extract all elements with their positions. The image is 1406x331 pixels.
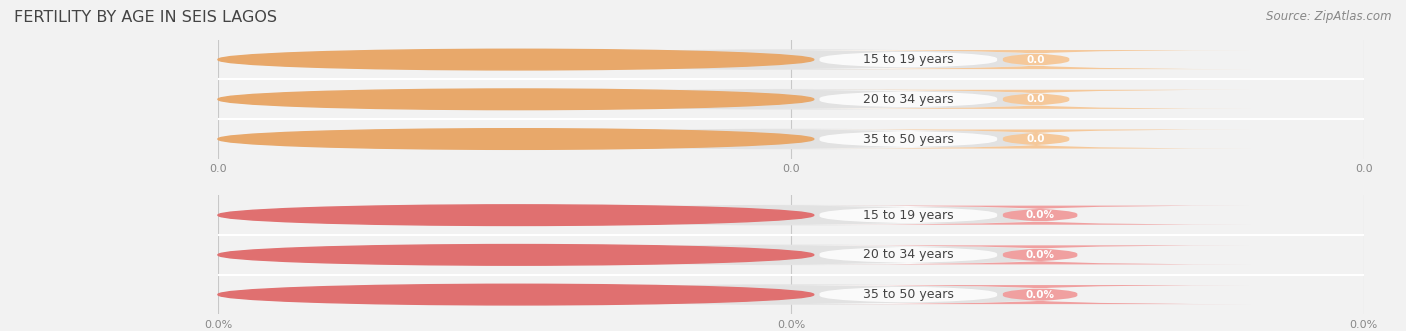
Text: 0.0: 0.0 <box>1026 94 1045 104</box>
Text: 20 to 34 years: 20 to 34 years <box>863 93 953 106</box>
FancyBboxPatch shape <box>516 89 1066 110</box>
Text: 0.0: 0.0 <box>1026 134 1045 144</box>
Text: 20 to 34 years: 20 to 34 years <box>863 248 953 261</box>
FancyBboxPatch shape <box>516 49 1066 70</box>
Circle shape <box>218 284 814 305</box>
Circle shape <box>218 129 814 149</box>
FancyBboxPatch shape <box>830 206 1250 225</box>
FancyBboxPatch shape <box>516 205 1066 225</box>
FancyBboxPatch shape <box>823 129 1250 149</box>
FancyBboxPatch shape <box>749 50 1067 69</box>
Circle shape <box>218 205 814 225</box>
Circle shape <box>218 89 814 110</box>
FancyBboxPatch shape <box>823 50 1250 69</box>
Text: FERTILITY BY AGE IN SEIS LAGOS: FERTILITY BY AGE IN SEIS LAGOS <box>14 10 277 25</box>
FancyBboxPatch shape <box>749 206 1067 225</box>
Text: Source: ZipAtlas.com: Source: ZipAtlas.com <box>1267 10 1392 23</box>
Text: 0.0: 0.0 <box>1026 55 1045 65</box>
Text: 15 to 19 years: 15 to 19 years <box>863 53 953 66</box>
FancyBboxPatch shape <box>516 245 1066 265</box>
Text: 35 to 50 years: 35 to 50 years <box>863 288 953 301</box>
Circle shape <box>218 245 814 265</box>
FancyBboxPatch shape <box>830 285 1250 304</box>
FancyBboxPatch shape <box>516 284 1066 305</box>
FancyBboxPatch shape <box>749 129 1067 149</box>
FancyBboxPatch shape <box>516 129 1066 149</box>
FancyBboxPatch shape <box>749 90 1067 109</box>
Circle shape <box>218 49 814 70</box>
Text: 0.0%: 0.0% <box>1025 250 1054 260</box>
Text: 0.0%: 0.0% <box>1025 210 1054 220</box>
FancyBboxPatch shape <box>749 245 1067 264</box>
FancyBboxPatch shape <box>823 90 1250 109</box>
Text: 15 to 19 years: 15 to 19 years <box>863 209 953 222</box>
Text: 35 to 50 years: 35 to 50 years <box>863 132 953 146</box>
FancyBboxPatch shape <box>830 245 1250 264</box>
FancyBboxPatch shape <box>749 285 1067 304</box>
Text: 0.0%: 0.0% <box>1025 290 1054 300</box>
